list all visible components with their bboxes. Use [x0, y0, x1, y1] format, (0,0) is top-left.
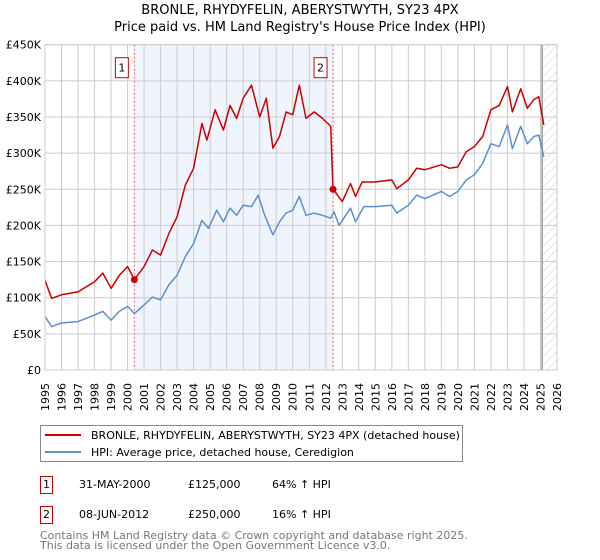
- x-tick-label: 1996: [56, 383, 69, 411]
- x-tick-label: 2021: [468, 383, 481, 411]
- y-tick-label: £150K: [6, 256, 42, 269]
- sale-label: 1: [118, 62, 125, 75]
- plot-border: [44, 44, 558, 371]
- transaction-badge: 2: [40, 506, 53, 524]
- y-tick-label: £100K: [6, 292, 42, 305]
- x-tick-label: 2023: [501, 383, 514, 411]
- sale-point: [130, 276, 138, 284]
- price-chart: 1995 1996 1997 1998 1999 2000 2001 2002 2003 2004…: [6, 39, 564, 411]
- x-tick-label: 2008: [254, 383, 267, 411]
- x-tick-label: 2001: [138, 383, 151, 411]
- x-tick-label: 2005: [204, 383, 217, 411]
- x-tick-label: 2010: [287, 383, 300, 411]
- x-tick-label: 1999: [105, 383, 118, 411]
- legend-label: BRONLE, RHYDYFELIN, ABERYSTWYTH, SY23 4P…: [91, 428, 460, 442]
- transaction-hpi: 64% ↑ HPI: [272, 478, 331, 491]
- chart-subtitle: Price paid vs. HM Land Registry's House …: [114, 20, 486, 35]
- x-tick-label: 2016: [386, 383, 399, 411]
- x-tick-label: 2014: [353, 383, 366, 411]
- legend-swatch-blue: [45, 451, 81, 453]
- sale-label: 2: [317, 62, 324, 75]
- x-tick-label: 2009: [270, 383, 283, 411]
- y-tick-label: £350K: [6, 111, 42, 124]
- footer: Contains HM Land Registry data © Crown c…: [40, 529, 468, 552]
- chart-title: BRONLE, RHYDYFELIN, ABERYSTWYTH, SY23 4P…: [141, 3, 459, 18]
- sale-label-box: [313, 57, 328, 79]
- footer-copyright: Contains HM Land Registry data © Crown c…: [40, 529, 468, 542]
- x-tick-label: 2018: [419, 383, 432, 411]
- transaction-date: 31-MAY-2000: [79, 478, 151, 491]
- x-tick-label: 1995: [39, 383, 52, 411]
- forecast-hatched-region: [542, 44, 557, 370]
- y-tick-label: £450K: [6, 39, 42, 52]
- sale-point: [329, 185, 337, 193]
- sale-label-box: [114, 57, 129, 79]
- x-tick-label: 2011: [303, 383, 316, 411]
- legend-swatch-red: [45, 434, 81, 436]
- x-tick-label: 2004: [188, 383, 201, 411]
- transaction-badge: 1: [40, 476, 53, 494]
- x-tick-label: 2020: [452, 383, 465, 411]
- legend: BRONLE, RHYDYFELIN, ABERYSTWYTH, SY23 4P…: [40, 425, 463, 462]
- y-tick-label: £400K: [6, 75, 42, 88]
- x-tick-label: 2026: [551, 383, 564, 411]
- transaction-date: 08-JUN-2012: [79, 508, 150, 521]
- x-tick-label: 2006: [221, 383, 234, 411]
- legend-item-hpi: HPI: Average price, detached house, Cere…: [41, 444, 354, 460]
- series-line: [44, 124, 545, 328]
- x-tick-label: 1998: [89, 383, 102, 411]
- x-tick-label: 2007: [237, 383, 250, 411]
- x-tick-label: 2002: [155, 383, 168, 411]
- legend-item-property: BRONLE, RHYDYFELIN, ABERYSTWYTH, SY23 4P…: [41, 427, 460, 443]
- ownership-shaded-region: [134, 44, 334, 370]
- x-tick-label: 2015: [369, 383, 382, 411]
- transaction-price: £125,000: [188, 478, 241, 491]
- y-tick-label: £50K: [13, 328, 42, 341]
- x-tick-label: 2000: [122, 383, 135, 411]
- x-tick-label: 2022: [485, 383, 498, 411]
- x-tick-label: 2025: [534, 383, 547, 411]
- series-line: [44, 84, 545, 300]
- x-tick-label: 2024: [518, 383, 531, 411]
- legend-label: HPI: Average price, detached house, Cere…: [91, 445, 354, 459]
- y-tick-label: £300K: [6, 147, 42, 160]
- footer-licence: This data is licensed under the Open Gov…: [40, 539, 391, 552]
- y-tick-label: £200K: [6, 219, 42, 232]
- x-tick-label: 1997: [72, 383, 85, 411]
- x-tick-label: 2019: [435, 383, 448, 411]
- x-tick-label: 2012: [320, 383, 333, 411]
- transaction-hpi: 16% ↑ HPI: [272, 508, 331, 521]
- x-tick-label: 2017: [402, 383, 415, 411]
- transaction-price: £250,000: [188, 508, 241, 521]
- x-tick-label: 2003: [171, 383, 184, 411]
- x-tick-label: 2013: [336, 383, 349, 411]
- y-tick-label: £250K: [6, 183, 42, 196]
- y-tick-label: £0: [27, 364, 41, 377]
